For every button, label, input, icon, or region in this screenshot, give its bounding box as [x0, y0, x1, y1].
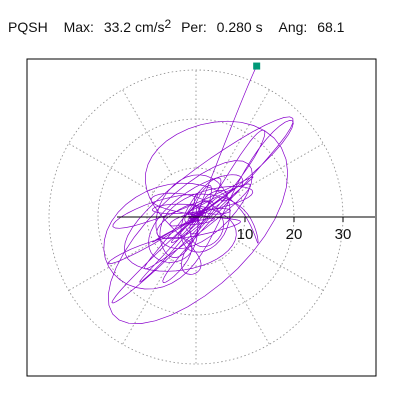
max-value: 33.2 — [103, 19, 132, 35]
angle-value: 68.1 — [317, 19, 345, 35]
plot-frame — [26, 58, 377, 377]
radial-axis: 10 20 30 — [117, 216, 375, 243]
period-label: Per: — [181, 19, 207, 35]
grid-spoke-120 — [122, 89, 172, 175]
max-unit: cm/s — [134, 19, 165, 35]
particle-motion-path — [103, 116, 294, 324]
max-amplitude-marker — [253, 62, 261, 70]
motion-trace — [103, 62, 294, 324]
grid-spoke-210 — [68, 241, 154, 291]
angle-label: Ang: — [278, 19, 308, 35]
grid-spoke-240 — [122, 259, 172, 345]
period-value: 0.280 s — [216, 19, 263, 35]
grid-spoke-300 — [220, 259, 270, 345]
max-unit-exponent: 2 — [164, 17, 172, 31]
plot-header: PQSH Max: 33.2 cm/s2 Per: 0.280 s Ang: 6… — [8, 17, 345, 39]
radial-tick-label: 10 — [237, 226, 254, 243]
grid-spoke-150 — [68, 143, 154, 193]
radial-tick-label: 30 — [335, 226, 352, 243]
max-excursion-path — [195, 65, 257, 218]
max-label: Max: — [63, 19, 94, 35]
grid-spoke-330 — [238, 241, 324, 291]
grid-spoke-60 — [220, 89, 270, 175]
station-code: PQSH — [8, 19, 48, 35]
radial-tick-label: 20 — [286, 226, 303, 243]
grid-spoke-30 — [238, 143, 324, 193]
